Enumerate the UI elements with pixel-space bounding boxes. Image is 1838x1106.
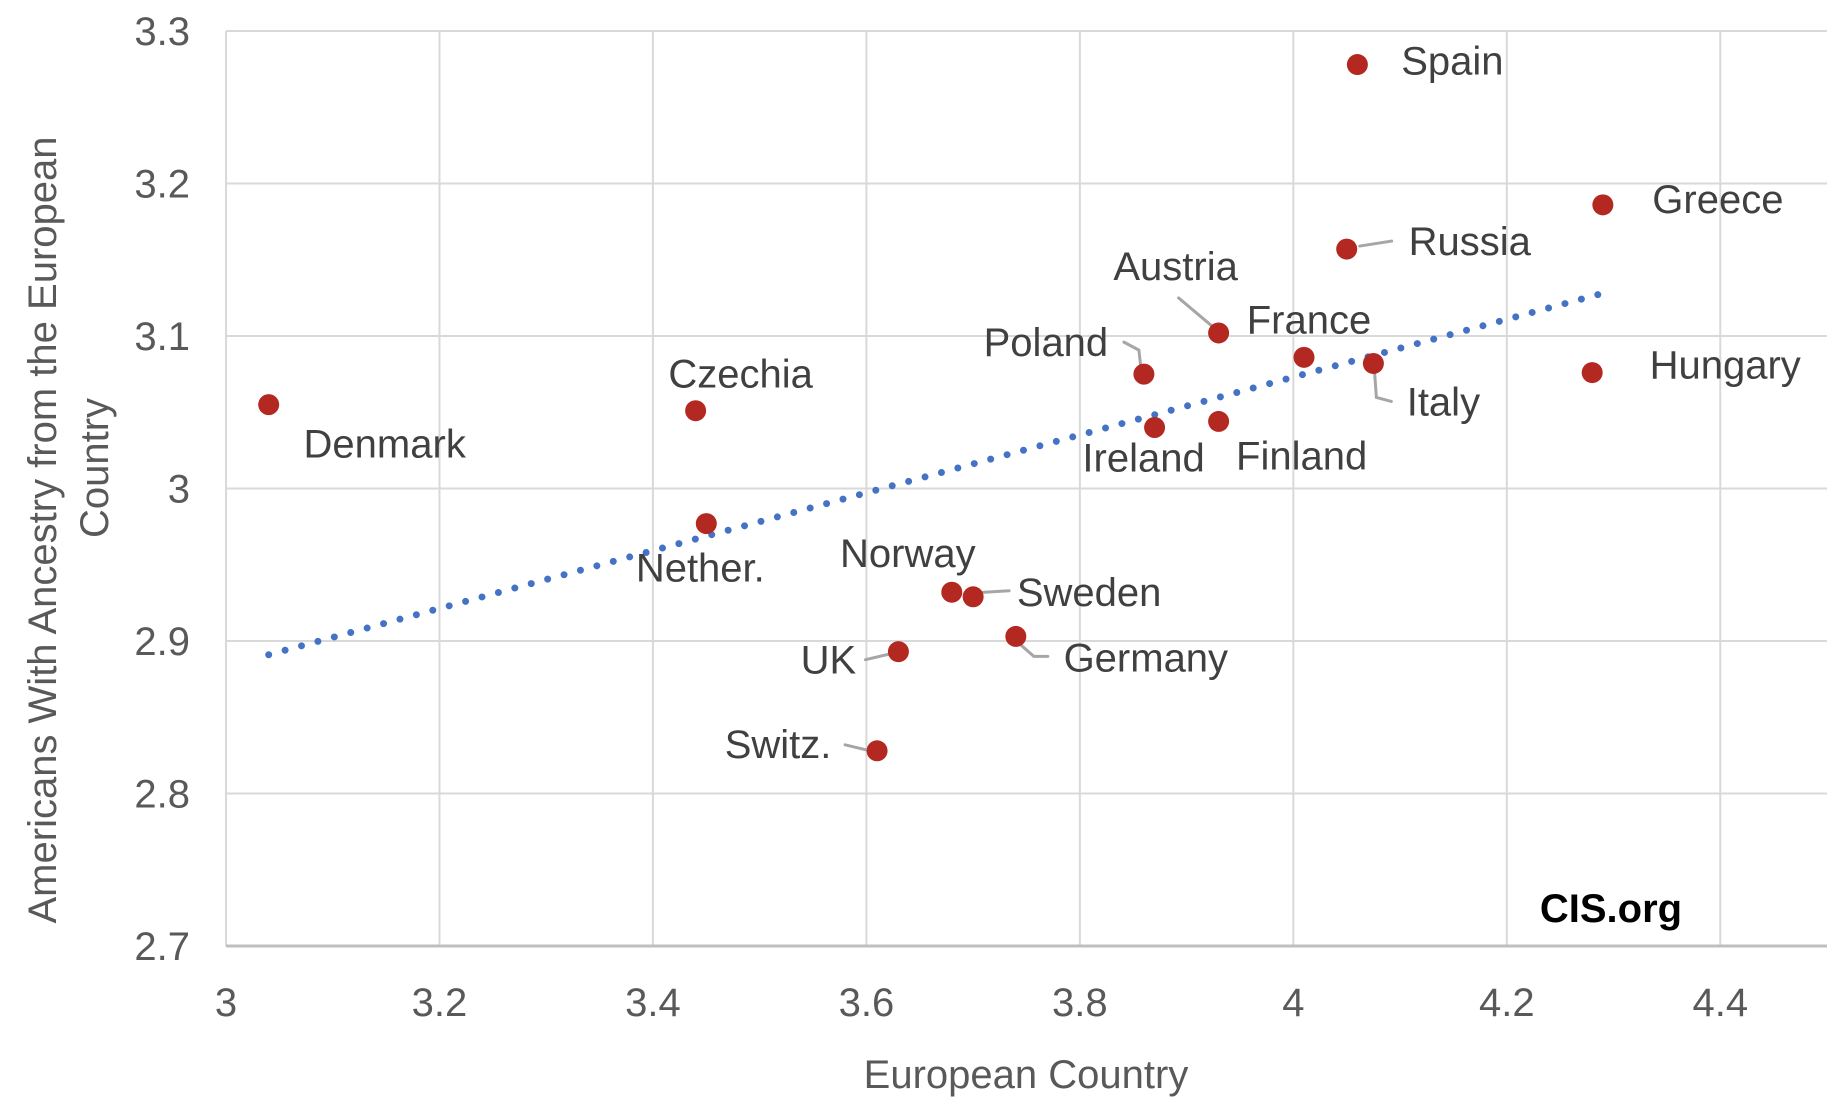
y-tick-label: 2.9 — [134, 620, 190, 664]
y-tick-label: 2.7 — [134, 925, 190, 969]
point-label-norway: Norway — [840, 532, 976, 576]
data-point-sweden — [962, 586, 984, 608]
leader-line-austria — [1177, 296, 1219, 332]
point-label-spain: Spain — [1401, 40, 1503, 84]
point-label-nether: Nether. — [636, 547, 765, 591]
leader-line-germany — [1015, 639, 1050, 658]
point-label-austria: Austria — [1113, 245, 1238, 289]
point-label-czechia: Czechia — [668, 353, 813, 397]
data-point-hungary — [1581, 362, 1603, 384]
point-label-denmark: Denmark — [304, 423, 467, 467]
data-point-uk — [887, 641, 909, 663]
x-tick-label: 4.4 — [1692, 981, 1748, 1025]
data-point-austria — [1208, 322, 1230, 344]
y-axis-title-line2: Country — [73, 398, 117, 538]
point-label-sweden: Sweden — [1017, 571, 1162, 615]
point-label-germany: Germany — [1064, 636, 1229, 680]
data-point-czechia — [685, 400, 707, 422]
y-tick-label: 3.2 — [134, 163, 190, 207]
x-tick-label: 3.2 — [412, 981, 468, 1025]
x-tick-label: 3.8 — [1052, 981, 1108, 1025]
trendline-dotted — [265, 289, 1607, 659]
point-label-ireland: Ireland — [1082, 437, 1204, 481]
data-point-ireland — [1144, 417, 1166, 438]
data-point-finland — [1208, 410, 1230, 432]
point-label-hungary: Hungary — [1650, 344, 1801, 388]
data-point-spain — [1346, 54, 1368, 76]
y-tick-label: 2.8 — [134, 773, 190, 817]
gridlines — [225, 30, 1827, 948]
point-label-italy: Italy — [1407, 380, 1480, 424]
y-tick-label: 3 — [168, 468, 190, 512]
axis-tick-labels: 3 3.2 3.4 3.6 3.8 4 4.2 4.4 2.7 2.8 2.9 3 3.1 3.2 3.3 — [134, 10, 1748, 1025]
point-label-russia: Russia — [1409, 220, 1532, 264]
data-point-germany — [1005, 625, 1027, 647]
leader-line-switz — [843, 743, 872, 753]
x-tick-label: 4 — [1282, 981, 1304, 1025]
data-point-france — [1293, 346, 1315, 368]
x-axis-title: European Country — [864, 1053, 1189, 1097]
point-label-poland: Poland — [984, 321, 1109, 365]
data-point-italy — [1362, 352, 1384, 374]
leader-line-poland — [1122, 340, 1143, 370]
data-point-labels: Denmark Czechia Nether. Switz. UK Norway Swede… — [304, 40, 1801, 767]
y-tick-label: 3.3 — [134, 10, 190, 54]
x-tick-label: 3.6 — [839, 981, 895, 1025]
y-axis-title-line1: Americans With Ancestry from the Europea… — [21, 137, 65, 924]
data-point-poland — [1133, 363, 1155, 385]
data-point-nether — [695, 513, 717, 535]
data-points — [258, 54, 1614, 762]
y-tick-label: 3.1 — [134, 315, 190, 359]
point-label-switz: Switz. — [725, 723, 832, 767]
point-label-finland: Finland — [1236, 434, 1367, 478]
data-point-russia — [1336, 238, 1358, 260]
leader-line-russia — [1358, 239, 1394, 248]
leader-line-italy — [1372, 367, 1393, 403]
x-tick-label: 3.4 — [625, 981, 681, 1025]
point-label-france: France — [1247, 298, 1372, 342]
x-tick-label: 4.2 — [1479, 981, 1535, 1025]
point-label-uk: UK — [801, 639, 857, 683]
x-tick-label: 3 — [215, 981, 237, 1025]
trendline — [265, 289, 1607, 659]
point-label-greece: Greece — [1652, 178, 1783, 222]
source-watermark: CIS.org — [1540, 887, 1682, 931]
data-point-norway — [941, 581, 963, 603]
data-point-denmark — [258, 394, 280, 416]
data-point-greece — [1592, 194, 1614, 216]
data-point-switz — [866, 740, 888, 762]
